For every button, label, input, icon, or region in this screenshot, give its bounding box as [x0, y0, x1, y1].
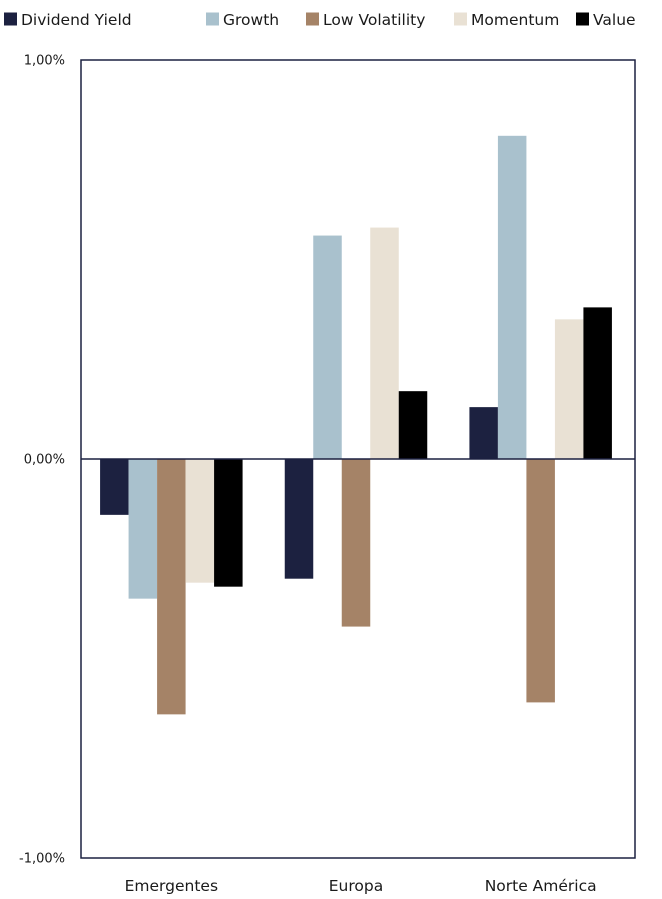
y-tick-label: 0,00%: [24, 453, 65, 468]
bar-low-volatility-norte-amrica: [526, 459, 555, 703]
bar-low-volatility-europa: [341, 459, 371, 627]
legend-swatch-dividend-yield: [4, 12, 17, 26]
bar-growth-norte-amrica: [497, 135, 527, 459]
legend-label-low-volatility: Low Volatility: [323, 11, 425, 29]
bar-growth-europa: [313, 235, 342, 459]
legend-swatch-low-volatility: [306, 12, 319, 26]
bar-momentum-europa: [370, 227, 399, 459]
legend-swatch-growth: [206, 12, 219, 26]
legend-label-value: Value: [593, 11, 636, 29]
legend-label-growth: Growth: [223, 11, 279, 29]
bars-group: [100, 135, 612, 715]
bar-low-volatility-emergentes: [157, 459, 186, 715]
bar-dividend-yield-europa: [284, 459, 314, 579]
legend-swatch-value: [576, 12, 589, 26]
bar-dividend-yield-emergentes: [100, 459, 129, 515]
bar-growth-emergentes: [128, 459, 158, 599]
bar-value-emergentes: [214, 459, 243, 587]
bar-value-europa: [398, 391, 428, 459]
y-tick-label: -1,00%: [19, 852, 65, 867]
bar-momentum-emergentes: [185, 459, 215, 583]
x-category-label: Norte América: [485, 877, 597, 895]
y-tick-label: 1,00%: [24, 54, 65, 69]
legend-label-dividend-yield: Dividend Yield: [21, 11, 132, 29]
x-axis-labels: Emergentes Europa Norte América: [125, 877, 597, 895]
bar-momentum-norte-amrica: [554, 319, 584, 459]
legend: Dividend Yield Growth Low Volatility Moment…: [4, 11, 636, 29]
bar-dividend-yield-norte-amrica: [469, 407, 498, 459]
legend-label-momentum: Momentum: [471, 11, 559, 29]
x-category-label: Europa: [329, 877, 383, 895]
x-category-label: Emergentes: [125, 877, 218, 895]
y-axis-ticks: 1,00% 0,00% -1,00%: [19, 54, 65, 867]
legend-swatch-momentum: [454, 12, 467, 26]
bar-value-norte-amrica: [583, 307, 612, 459]
